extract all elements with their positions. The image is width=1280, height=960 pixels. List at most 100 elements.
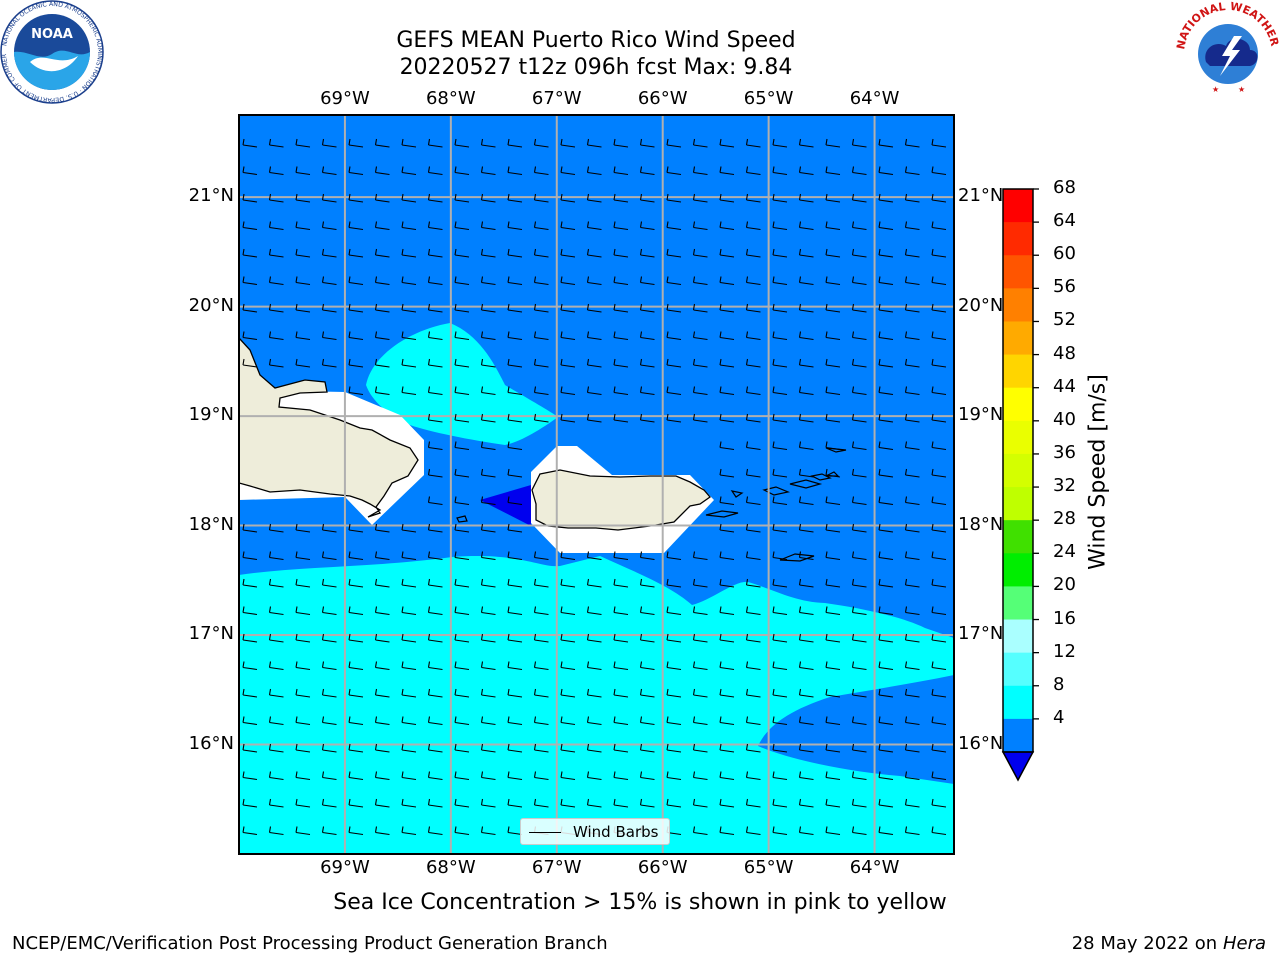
lon-tick-top-4: 65°W — [743, 88, 794, 109]
wind-barb — [851, 743, 867, 753]
wind-barb — [692, 688, 708, 698]
wind-barb — [825, 606, 841, 616]
wind-barb — [454, 358, 470, 368]
lat-tick-right-0: 21°N — [958, 185, 1004, 207]
wind-barb — [427, 743, 443, 753]
wind-barb — [666, 551, 682, 561]
wind-barb — [374, 358, 390, 368]
wind-barb — [931, 633, 947, 643]
wind-barb — [798, 331, 814, 341]
wind-barb — [798, 633, 814, 643]
wind-barb — [613, 578, 629, 588]
wind-barb — [692, 633, 708, 643]
wind-barb — [798, 743, 814, 753]
wind-barb — [268, 138, 284, 148]
wind-barb — [454, 661, 470, 671]
wind-barb — [480, 716, 496, 726]
wind-barb — [480, 468, 496, 478]
wind-barb — [931, 661, 947, 671]
wind-barb — [295, 551, 311, 561]
wind-barb — [613, 166, 629, 176]
wind-barb — [533, 798, 549, 808]
wind-barb — [745, 496, 761, 506]
wind-barb — [321, 303, 337, 313]
wind-barb — [825, 413, 841, 423]
wind-barb — [427, 138, 443, 148]
wind-barb — [295, 688, 311, 698]
wind-barb — [560, 413, 576, 423]
wind-barb — [560, 276, 576, 286]
wind-barb — [427, 441, 443, 451]
wind-barb — [745, 276, 761, 286]
wind-barb — [798, 441, 814, 451]
wind-barb — [745, 331, 761, 341]
wind-barb — [321, 661, 337, 671]
wind-barb — [745, 551, 761, 561]
wind-barb — [878, 606, 894, 616]
noaa-logo: NATIONAL OCEANIC AND ATMOSPHERIC ADMINIS… — [0, 0, 104, 104]
svg-text:★: ★ — [1212, 85, 1219, 94]
wind-barb — [851, 303, 867, 313]
wind-barb — [533, 633, 549, 643]
wind-barb — [560, 743, 576, 753]
colorbar-segment-16 — [1003, 718, 1033, 753]
colorbar-tick-24: 24 — [1053, 541, 1076, 563]
wind-barb — [321, 798, 337, 808]
wind-barb — [507, 688, 523, 698]
svg-text:NOAA: NOAA — [31, 27, 73, 42]
wind-barb — [719, 688, 735, 698]
wind-barb — [931, 386, 947, 396]
wind-barb — [692, 386, 708, 396]
wind-barb — [904, 633, 920, 643]
wind-band-8-12-south — [239, 556, 954, 854]
wind-barb — [639, 413, 655, 423]
wind-barb — [454, 798, 470, 808]
wind-barb — [772, 413, 788, 423]
wind-barb — [242, 138, 258, 148]
wind-barb — [242, 358, 258, 368]
wind-barb — [507, 578, 523, 588]
wind-barb — [295, 276, 311, 286]
wind-barb — [480, 166, 496, 176]
wind-barb — [798, 221, 814, 231]
wind-barb — [507, 716, 523, 726]
wind-barb — [242, 826, 258, 836]
wind-band-8-12-north — [366, 323, 558, 445]
wind-barb — [454, 303, 470, 313]
lat-tick-right-1: 20°N — [958, 294, 1004, 316]
wind-barb — [348, 798, 364, 808]
lon-tick-bottom-1: 68°W — [425, 857, 476, 878]
wind-barb — [904, 688, 920, 698]
wind-barb — [268, 358, 284, 368]
wind-barb — [772, 276, 788, 286]
wind-barb — [904, 716, 920, 726]
wind-barb — [507, 358, 523, 368]
wind-barb — [931, 798, 947, 808]
wind-barb — [374, 661, 390, 671]
wind-barb — [401, 826, 417, 836]
wind-barb — [745, 303, 761, 313]
wind-barb — [798, 468, 814, 478]
wind-barb — [639, 716, 655, 726]
wind-barb — [613, 276, 629, 286]
wind-barb — [613, 661, 629, 671]
wind-barb — [719, 826, 735, 836]
wind-barb — [533, 716, 549, 726]
wind-barb — [878, 166, 894, 176]
wind-barb — [427, 413, 443, 423]
wind-barb — [454, 166, 470, 176]
wind-barb — [878, 138, 894, 148]
wind-barb — [798, 523, 814, 533]
wind-barb — [613, 633, 629, 643]
wind-barb — [427, 523, 443, 533]
wind-barb — [745, 688, 761, 698]
wind-barb — [692, 771, 708, 781]
wind-barb — [772, 386, 788, 396]
wind-barb — [374, 276, 390, 286]
wind-barb — [904, 661, 920, 671]
wind-barb — [454, 826, 470, 836]
wind-barb — [454, 138, 470, 148]
wind-barb — [692, 826, 708, 836]
wind-barb — [295, 716, 311, 726]
wind-barb — [904, 606, 920, 616]
